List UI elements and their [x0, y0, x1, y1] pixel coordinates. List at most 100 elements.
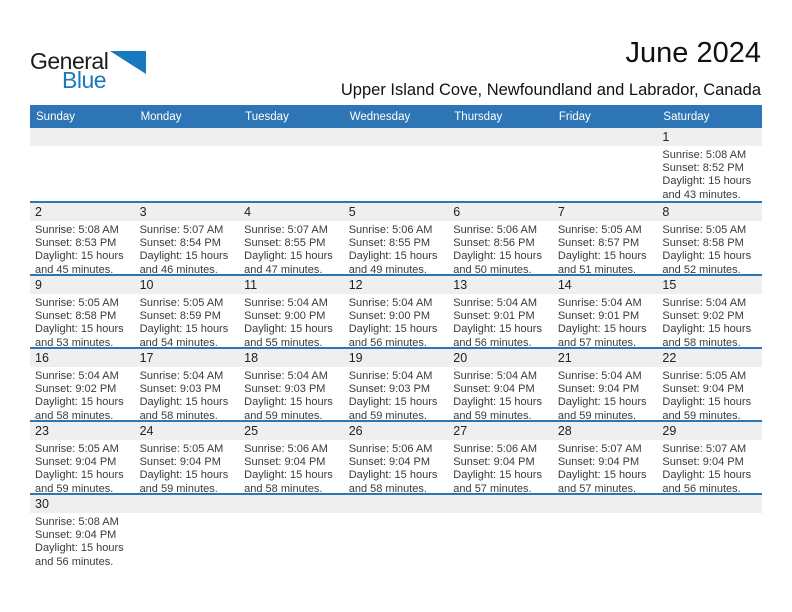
day-detail-line: Sunset: 8:55 PM	[244, 237, 326, 250]
day-number: 14	[552, 276, 658, 294]
day-detail-line: Sunrise: 5:04 AM	[557, 297, 642, 309]
day-detail-line: and 56 minutes.	[348, 336, 427, 347]
day-detail-line: Sunset: 8:53 PM	[35, 237, 117, 250]
day-detail-line: Sunrise: 5:07 AM	[139, 224, 224, 236]
day-detail-line: Sunset: 8:56 PM	[453, 237, 535, 250]
day-detail-line: Sunrise: 5:06 AM	[348, 224, 433, 236]
day-details	[344, 146, 449, 149]
day-detail-line: and 51 minutes.	[557, 263, 637, 274]
day-detail-line: Daylight: 15 hours	[348, 250, 438, 263]
day-detail-line: Sunrise: 5:07 AM	[557, 443, 642, 455]
day-detail-line: Daylight: 15 hours	[662, 250, 752, 263]
day-detail-line: Daylight: 15 hours	[348, 396, 438, 409]
day-details	[553, 513, 658, 516]
day-details: Sunrise: 5:06 AM Sunset: 9:04 PM Daylight:…	[344, 440, 449, 493]
day-number: 23	[30, 422, 135, 440]
day-cell: 7 Sunrise: 5:05 AM Sunset: 8:57 PM Daylight…	[552, 203, 658, 274]
day-detail-line: and 53 minutes.	[35, 336, 114, 347]
empty-day-cell	[552, 128, 658, 201]
day-detail-line: and 45 minutes.	[35, 263, 114, 274]
day-detail-line: Daylight: 15 hours	[35, 250, 124, 263]
day-detail-line: and 57 minutes.	[557, 336, 637, 347]
day-details	[553, 146, 658, 149]
day-detail-line: and 49 minutes.	[348, 263, 427, 274]
day-cell: 3 Sunrise: 5:07 AM Sunset: 8:54 PM Daylight…	[134, 203, 240, 274]
day-details: Sunrise: 5:08 AM Sunset: 9:04 PM Daylight:…	[30, 513, 135, 566]
day-number: 18	[239, 349, 344, 367]
day-detail-line: and 58 minutes.	[139, 409, 218, 420]
day-number: 15	[657, 276, 762, 294]
empty-day-cell	[448, 128, 553, 201]
day-detail-line: and 59 minutes.	[244, 409, 323, 420]
day-details	[30, 146, 135, 149]
day-detail-line: and 59 minutes.	[557, 409, 637, 420]
day-details: Sunrise: 5:05 AM Sunset: 9:04 PM Daylight:…	[135, 440, 240, 493]
day-number: 17	[134, 349, 240, 367]
day-detail-line: Sunrise: 5:06 AM	[453, 443, 538, 455]
day-detail-line: Sunrise: 5:05 AM	[662, 370, 747, 382]
day-detail-line: Daylight: 15 hours	[244, 250, 333, 263]
day-number	[239, 495, 344, 513]
day-details: Sunrise: 5:04 AM Sunset: 9:00 PM Daylight:…	[239, 294, 344, 347]
day-detail-line: Sunrise: 5:07 AM	[662, 443, 747, 455]
day-detail-line: Daylight: 15 hours	[139, 323, 229, 336]
day-detail-line: Sunrise: 5:04 AM	[662, 297, 747, 309]
day-cell: 12 Sunrise: 5:04 AM Sunset: 9:00 PM Dayligh…	[343, 276, 449, 347]
day-detail-line: Daylight: 15 hours	[139, 469, 229, 482]
day-detail-line: Daylight: 15 hours	[35, 469, 124, 482]
day-detail-line: Sunset: 9:04 PM	[244, 456, 326, 469]
day-number: 25	[239, 422, 344, 440]
day-detail-line: and 50 minutes.	[453, 263, 532, 274]
day-cell: 6 Sunrise: 5:06 AM Sunset: 8:56 PM Daylight…	[448, 203, 553, 274]
day-detail-line: Sunset: 9:01 PM	[557, 310, 640, 323]
day-number	[239, 128, 344, 146]
day-detail-line: and 52 minutes.	[662, 263, 741, 274]
day-details: Sunrise: 5:04 AM Sunset: 9:03 PM Daylight:…	[239, 367, 344, 420]
day-detail-line: and 56 minutes.	[662, 482, 741, 493]
empty-day-cell	[448, 495, 553, 566]
day-details	[239, 513, 344, 516]
weekday-header-friday: Friday	[558, 110, 591, 123]
day-detail-line: Daylight: 15 hours	[453, 250, 542, 263]
day-detail-line: Sunrise: 5:08 AM	[35, 516, 119, 528]
day-details: Sunrise: 5:05 AM Sunset: 8:58 PM Daylight:…	[30, 294, 135, 347]
day-detail-line: Sunset: 9:04 PM	[453, 383, 535, 396]
day-detail-line: Sunset: 9:04 PM	[453, 456, 535, 469]
day-number: 3	[134, 203, 240, 221]
day-cell: 17 Sunrise: 5:04 AM Sunset: 9:03 PM Dayligh…	[134, 349, 240, 420]
day-cell: 1 Sunrise: 5:08 AM Sunset: 8:52 PM Daylight…	[657, 128, 762, 201]
day-cell: 21 Sunrise: 5:04 AM Sunset: 9:04 PM Dayligh…	[552, 349, 658, 420]
empty-day-cell	[134, 128, 240, 201]
day-number: 19	[343, 349, 449, 367]
day-details: Sunrise: 5:06 AM Sunset: 9:04 PM Daylight:…	[239, 440, 344, 493]
day-detail-line: Sunrise: 5:05 AM	[35, 297, 119, 309]
day-detail-line: and 43 minutes.	[662, 188, 741, 201]
day-detail-line: Daylight: 15 hours	[244, 323, 333, 336]
day-details	[448, 513, 553, 516]
day-detail-line: Sunset: 9:03 PM	[244, 383, 326, 396]
day-details	[135, 146, 240, 149]
day-detail-line: and 55 minutes.	[244, 336, 323, 347]
day-detail-line: Sunrise: 5:07 AM	[244, 224, 328, 236]
title-block: June 2024 Upper Island Cove, Newfoundlan…	[341, 36, 761, 100]
day-detail-line: Sunset: 9:04 PM	[662, 456, 744, 469]
day-number: 27	[448, 422, 553, 440]
day-detail-line: Daylight: 15 hours	[662, 323, 752, 336]
day-number: 11	[239, 276, 344, 294]
day-detail-line: Daylight: 15 hours	[139, 250, 229, 263]
empty-day-cell	[343, 495, 449, 566]
day-details	[135, 513, 240, 516]
day-number: 13	[448, 276, 553, 294]
day-details: Sunrise: 5:04 AM Sunset: 9:00 PM Daylight:…	[344, 294, 449, 347]
empty-day-cell	[30, 128, 135, 201]
day-detail-line: Daylight: 15 hours	[453, 396, 542, 409]
logo-text-general: General	[30, 48, 109, 74]
day-number: 9	[30, 276, 135, 294]
day-number	[343, 495, 449, 513]
day-details: Sunrise: 5:08 AM Sunset: 8:52 PM Daylight:…	[657, 146, 762, 201]
day-number: 29	[657, 422, 762, 440]
day-number	[134, 128, 240, 146]
day-number: 20	[448, 349, 553, 367]
day-number	[30, 128, 135, 146]
